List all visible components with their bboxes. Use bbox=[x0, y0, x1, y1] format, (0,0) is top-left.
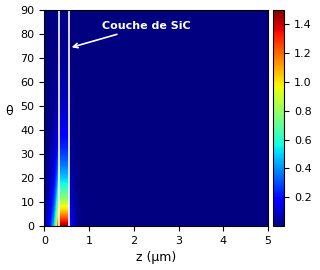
X-axis label: z (μm): z (μm) bbox=[136, 251, 176, 264]
Text: Couche de SiC: Couche de SiC bbox=[73, 21, 191, 48]
Y-axis label: θ: θ bbox=[5, 105, 13, 118]
